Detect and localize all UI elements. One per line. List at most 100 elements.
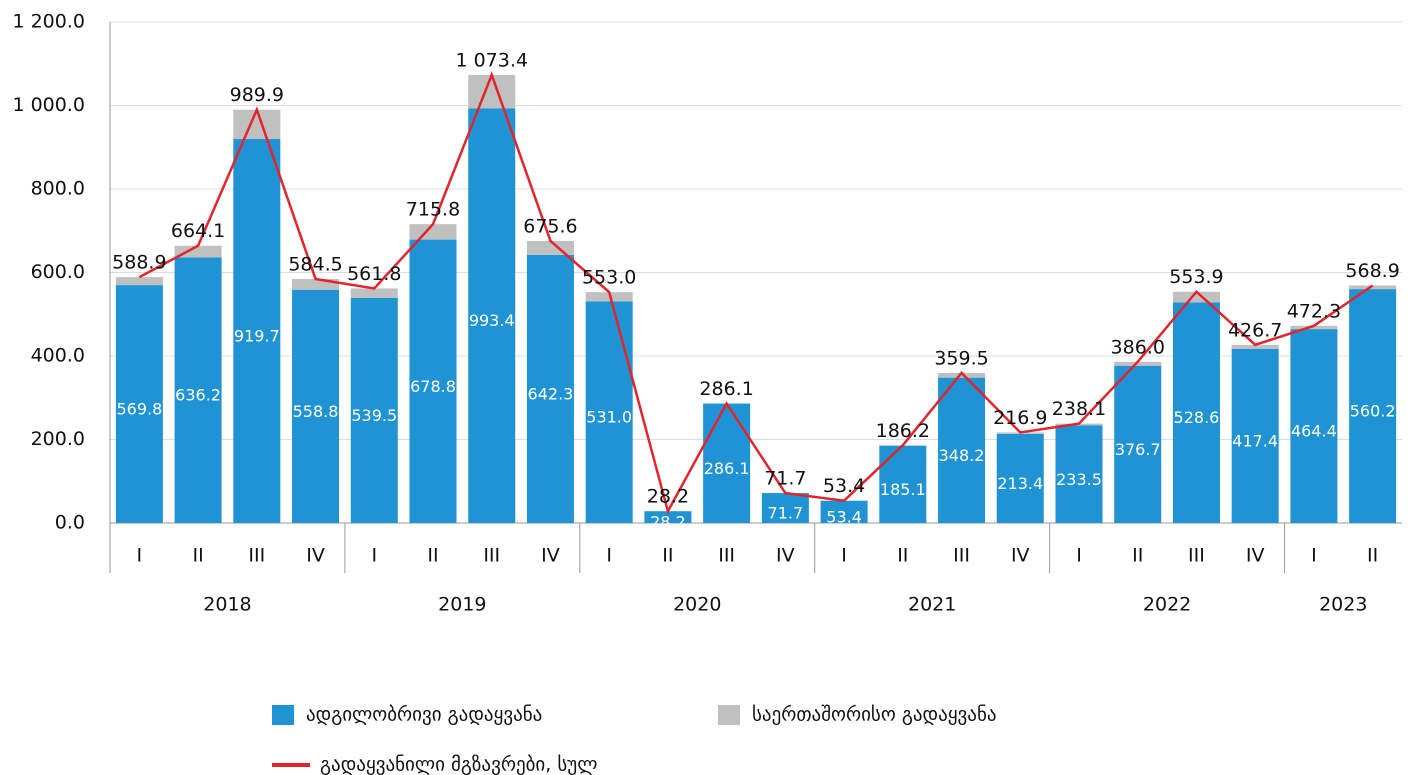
bar-segment	[1114, 361, 1162, 366]
bar-segment	[644, 511, 692, 523]
bar-segment	[350, 288, 398, 298]
bar-value-label: 993.4	[469, 311, 515, 330]
total-label: 561.8	[347, 263, 401, 285]
bar-value-label: 185.1	[880, 480, 926, 499]
x-tick-label: III	[953, 545, 970, 567]
bar-segment	[585, 301, 633, 523]
bar-value-label: 286.1	[704, 459, 750, 478]
year-label: 2023	[1319, 594, 1367, 616]
total-label: 553.9	[1169, 266, 1223, 288]
x-tick-label: IV	[776, 545, 795, 567]
bar-segment	[468, 74, 516, 109]
total-label: 53.4	[823, 475, 865, 497]
bar-value-label: 464.4	[1291, 422, 1337, 441]
y-tick-label: 800.0	[31, 178, 85, 200]
total-label: 71.7	[764, 468, 806, 490]
x-tick-label: IV	[1246, 545, 1265, 567]
bar-segment	[761, 493, 809, 523]
x-tick-label: I	[137, 545, 143, 567]
bar-segment	[174, 257, 222, 523]
total-label: 386.0	[1111, 336, 1165, 358]
x-tick-label: II	[897, 545, 908, 567]
x-tick-label: IV	[1011, 545, 1030, 567]
year-label: 2022	[1143, 594, 1191, 616]
x-tick-label: I	[841, 545, 847, 567]
bar-segment	[526, 254, 574, 523]
bar-segment	[409, 239, 457, 523]
x-tick-label: III	[1188, 545, 1205, 567]
total-label: 989.9	[230, 84, 284, 106]
bar-segment	[938, 377, 986, 523]
total-label: 568.9	[1345, 260, 1399, 282]
year-label: 2019	[438, 594, 486, 616]
bar-value-label: 53.4	[826, 507, 862, 526]
y-tick-label: 200.0	[31, 428, 85, 450]
bar-value-label: 376.7	[1115, 440, 1161, 459]
bar-segment	[526, 240, 574, 255]
x-tick-label: I	[606, 545, 612, 567]
y-tick-label: 600.0	[31, 261, 85, 283]
bar-segment	[174, 245, 222, 258]
bar-segment	[996, 433, 1044, 523]
x-tick-label: II	[1367, 545, 1378, 567]
bar-segment	[1290, 329, 1338, 523]
x-tick-label: IV	[541, 545, 560, 567]
x-tick-label: II	[662, 545, 673, 567]
bar-value-label: 28.2	[650, 513, 686, 532]
x-tick-label: III	[483, 545, 500, 567]
bar-value-label: 642.3	[528, 384, 574, 403]
bar-value-label: 539.5	[351, 406, 397, 425]
x-tick-label: I	[1311, 545, 1317, 567]
bar-segment	[1349, 285, 1397, 290]
x-tick-label: II	[1132, 545, 1143, 567]
bar-segment	[233, 109, 281, 140]
bar-segment	[1114, 365, 1162, 523]
bar-value-label: 528.6	[1174, 408, 1220, 427]
total-label: 359.5	[934, 347, 988, 369]
bar-segment	[703, 403, 751, 523]
y-tick-label: 1 200.0	[12, 11, 85, 33]
bar-segment	[115, 285, 163, 523]
total-label: 588.9	[112, 252, 166, 274]
bar-value-label: 678.8	[410, 377, 456, 396]
year-label: 2021	[908, 594, 956, 616]
bar-value-label: 560.2	[1350, 402, 1396, 421]
y-tick-label: 400.0	[31, 345, 85, 367]
total-label: 28.2	[647, 486, 689, 508]
x-tick-label: I	[1076, 545, 1082, 567]
legend-label: საერთაშორისო გადაყვანა	[752, 704, 997, 726]
bar-segment	[938, 372, 986, 378]
bar-segment	[233, 139, 281, 523]
bar-segment	[1231, 348, 1279, 523]
bar-segment	[115, 277, 163, 286]
bar-segment	[1290, 325, 1338, 330]
bar-segment	[1172, 291, 1220, 303]
year-label: 2020	[673, 594, 721, 616]
bar-segment	[350, 297, 398, 523]
bar-value-label: 213.4	[997, 474, 1043, 493]
bar-value-label: 233.5	[1056, 470, 1102, 489]
bar-segment	[1231, 344, 1279, 349]
total-label: 186.2	[876, 420, 930, 442]
bar-value-label: 558.8	[293, 402, 339, 421]
bar-value-label: 636.2	[175, 386, 221, 405]
total-label: 664.1	[171, 220, 225, 242]
total-label: 675.6	[523, 215, 577, 237]
total-label: 426.7	[1228, 319, 1282, 341]
x-tick-label: I	[371, 545, 377, 567]
y-tick-label: 0.0	[55, 512, 85, 534]
x-tick-label: II	[192, 545, 203, 567]
bar-value-label: 348.2	[939, 446, 985, 465]
bar-value-label: 71.7	[768, 504, 804, 523]
total-line	[138, 71, 1374, 515]
total-label: 216.9	[993, 407, 1047, 429]
legend-swatch	[718, 705, 740, 725]
x-tick-label: III	[248, 545, 265, 567]
total-label: 286.1	[699, 378, 753, 400]
bar-segment	[468, 108, 516, 524]
legend-label: ადგილობრივი გადაყვანა	[306, 704, 542, 726]
bar-value-label: 919.7	[234, 327, 280, 346]
bar-segment	[1349, 289, 1397, 523]
bar-segment	[1172, 302, 1220, 523]
